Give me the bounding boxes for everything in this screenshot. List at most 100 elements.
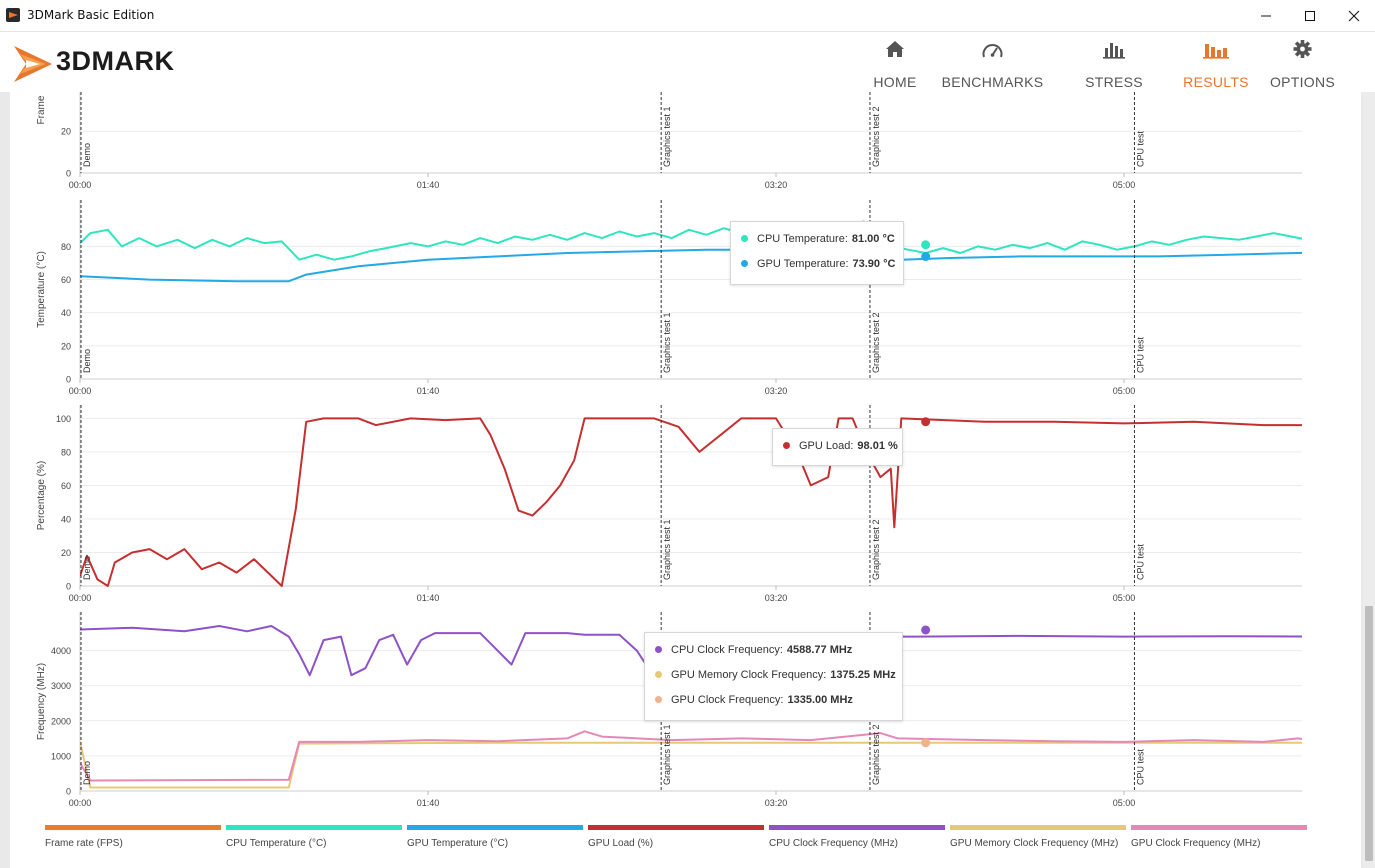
legend-color-bar	[588, 825, 764, 830]
legend-color-bar	[950, 825, 1126, 830]
tooltip-row: GPU Load: 98.01 %	[783, 433, 898, 458]
nav-results[interactable]: RESULTS	[1180, 38, 1252, 90]
close-button[interactable]	[1331, 0, 1375, 31]
test-marker-label: Demo	[82, 556, 92, 580]
series-line	[80, 625, 1302, 677]
logo-text: 3DMARK	[56, 46, 175, 76]
x-tick-label: 01:40	[417, 798, 440, 808]
x-tick-label: 03:20	[765, 798, 788, 808]
legend-item[interactable]: GPU Load (%)	[588, 825, 764, 849]
legend-color-bar	[407, 825, 583, 830]
temperature-tooltip: CPU Temperature: 81.00 °C GPU Temperature…	[730, 221, 904, 285]
x-tick-label: 01:40	[417, 593, 440, 603]
nav-home[interactable]: HOME	[860, 38, 930, 90]
nav-options[interactable]: OPTIONS	[1265, 38, 1340, 90]
tooltip-label: CPU Temperature:	[757, 232, 848, 245]
3dmark-logo[interactable]: 3DMARK	[12, 40, 222, 84]
tooltip-value: 1335.00 MHz	[787, 693, 853, 706]
app-icon	[6, 8, 20, 22]
nav-benchmarks-label: BENCHMARKS	[941, 74, 1044, 90]
scrollbar-thumb[interactable]	[1365, 606, 1373, 861]
series-dot	[655, 671, 662, 678]
vertical-scrollbar[interactable]	[1363, 92, 1375, 868]
legend-item[interactable]: GPU Memory Clock Frequency (MHz)	[950, 825, 1126, 849]
minimize-button[interactable]	[1243, 0, 1289, 31]
x-tick-label: 05:00	[1113, 593, 1136, 603]
series-line	[80, 417, 1302, 587]
nav-benchmarks[interactable]: BENCHMARKS	[940, 38, 1045, 90]
x-tick-label: 01:40	[417, 180, 440, 190]
test-marker-label: Graphics test 1	[662, 519, 672, 580]
nav-results-label: RESULTS	[1183, 74, 1249, 90]
home-icon	[886, 41, 904, 57]
tooltip-label: CPU Clock Frequency:	[671, 643, 783, 656]
series-dot	[783, 442, 790, 449]
series-group	[898, 71, 1246, 86]
tooltip-row: GPU Clock Frequency: 1335.00 MHz	[655, 687, 892, 712]
tooltip-row: CPU Temperature: 81.00 °C	[741, 226, 895, 251]
legend-item[interactable]: Frame rate (FPS)	[45, 825, 221, 849]
series-line	[80, 220, 1302, 261]
tooltip-label: GPU Load:	[799, 439, 854, 452]
maximize-icon	[1305, 10, 1315, 21]
test-marker-label: Graphics test 1	[662, 312, 672, 373]
tooltip-row: CPU Clock Frequency: 4588.77 MHz	[655, 637, 892, 662]
tooltip-label: GPU Memory Clock Frequency:	[671, 668, 827, 681]
legend-color-bar	[1131, 825, 1307, 830]
gear-icon	[1293, 40, 1312, 58]
results-icon	[1203, 44, 1229, 59]
series-group	[80, 625, 1302, 789]
legend-label: GPU Clock Frequency (MHz)	[1131, 838, 1261, 849]
test-marker-label: Graphics test 1	[662, 106, 672, 167]
test-marker-label: Graphics test 2	[871, 519, 881, 580]
legend-label: GPU Memory Clock Frequency (MHz)	[950, 838, 1119, 849]
hover-point	[921, 252, 931, 262]
legend-label: GPU Load (%)	[588, 838, 654, 849]
y-axis-label: Frame	[36, 95, 47, 124]
tooltip-value: 1375.25 MHz	[830, 668, 896, 681]
tooltip-label: GPU Temperature:	[757, 257, 849, 270]
series-line	[1176, 73, 1246, 86]
series-dot	[655, 646, 662, 653]
tooltip-value: 4588.77 MHz	[786, 643, 853, 656]
chart-2: 0 20 40 60 80 100 00:00 01:40 03:20 05:00 Percenta…	[36, 405, 1302, 603]
speedometer-icon	[982, 44, 1003, 58]
y-tick-label: 80	[61, 242, 71, 252]
chart-1: 0 20 40 60 80 00:00 01:40 03:20 05:00 Temperature…	[36, 200, 1302, 396]
legend-color-bar	[769, 825, 945, 830]
tooltip-row: GPU Memory Clock Frequency: 1375.25 MHz	[655, 662, 896, 687]
tooltip-row: GPU Temperature: 73.90 °C	[741, 251, 895, 276]
test-marker-label: Graphics test 2	[871, 724, 881, 785]
app-header: 3DMARK HOME BENCHMARKS STRESS TESTS	[0, 32, 1375, 106]
y-tick-label: 100	[56, 414, 71, 424]
y-tick-label: 2000	[51, 716, 71, 726]
legend-item[interactable]: CPU Temperature (°C)	[226, 825, 402, 849]
maximize-button[interactable]	[1287, 0, 1333, 31]
chart-0: 0 20 00:00 01:40 03:20 05:00 Frame Demo Graphics…	[36, 71, 1302, 190]
gpu-load-tooltip: GPU Load: 98.01 %	[772, 428, 903, 466]
test-marker-label: CPU test	[1135, 543, 1145, 580]
hover-point	[921, 625, 931, 635]
legend-item[interactable]: GPU Clock Frequency (MHz)	[1131, 825, 1307, 849]
series-dot	[741, 235, 748, 242]
legend-label: CPU Temperature (°C)	[226, 838, 327, 849]
series-dot	[741, 260, 748, 267]
test-marker-label: Demo	[82, 349, 92, 373]
y-axis-label: Temperature (°C)	[36, 251, 47, 328]
y-tick-label: 40	[61, 514, 71, 524]
y-tick-label: 1000	[51, 751, 71, 761]
legend-item[interactable]: CPU Clock Frequency (MHz)	[769, 825, 945, 849]
y-tick-label: 60	[61, 275, 71, 285]
window-title: 3DMark Basic Edition	[27, 8, 155, 22]
hover-point	[921, 240, 931, 250]
test-marker-label: Graphics test 2	[871, 106, 881, 167]
x-tick-label: 01:40	[417, 386, 440, 396]
tooltip-value: 98.01 %	[857, 439, 898, 452]
x-tick-label: 05:00	[1113, 180, 1136, 190]
test-marker-label: Demo	[82, 143, 92, 167]
x-tick-label: 00:00	[69, 593, 92, 603]
test-marker-label: CPU test	[1135, 130, 1145, 167]
legend-item[interactable]: GPU Temperature (°C)	[407, 825, 583, 849]
y-tick-label: 4000	[51, 646, 71, 656]
